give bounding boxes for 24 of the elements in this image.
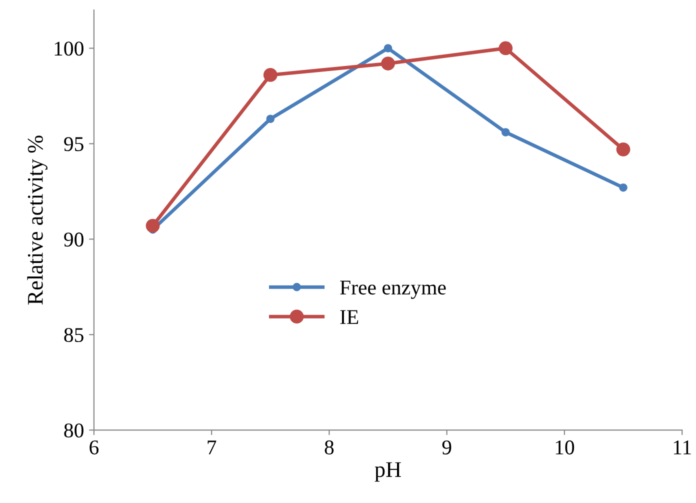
y-axis-title: Relative activity % — [27, 136, 48, 305]
x-tick-label: 6 — [90, 440, 99, 454]
x-tick-label: 9 — [442, 440, 452, 454]
x-axis-title: pH — [374, 462, 401, 482]
y-tick-label: 90 — [64, 232, 84, 247]
y-tick-label: 100 — [54, 42, 84, 56]
x-tick-label: 10 — [556, 440, 574, 454]
point — [381, 56, 395, 70]
point — [263, 68, 278, 82]
x-tick-label: 8 — [324, 440, 334, 454]
point — [146, 218, 160, 233]
y-tick-label: 85 — [64, 328, 84, 342]
point — [619, 183, 628, 192]
legend-label: Free enzyme — [340, 280, 446, 299]
point — [501, 128, 510, 136]
point — [616, 142, 630, 156]
point — [498, 41, 513, 56]
point — [266, 114, 275, 124]
legend-label: IE — [340, 310, 358, 324]
y-tick-label: 80 — [64, 423, 84, 438]
y-tick-label: 95 — [64, 137, 84, 152]
point — [384, 44, 392, 52]
x-tick-label: 11 — [674, 440, 691, 454]
x-tick-label: 7 — [208, 440, 216, 454]
